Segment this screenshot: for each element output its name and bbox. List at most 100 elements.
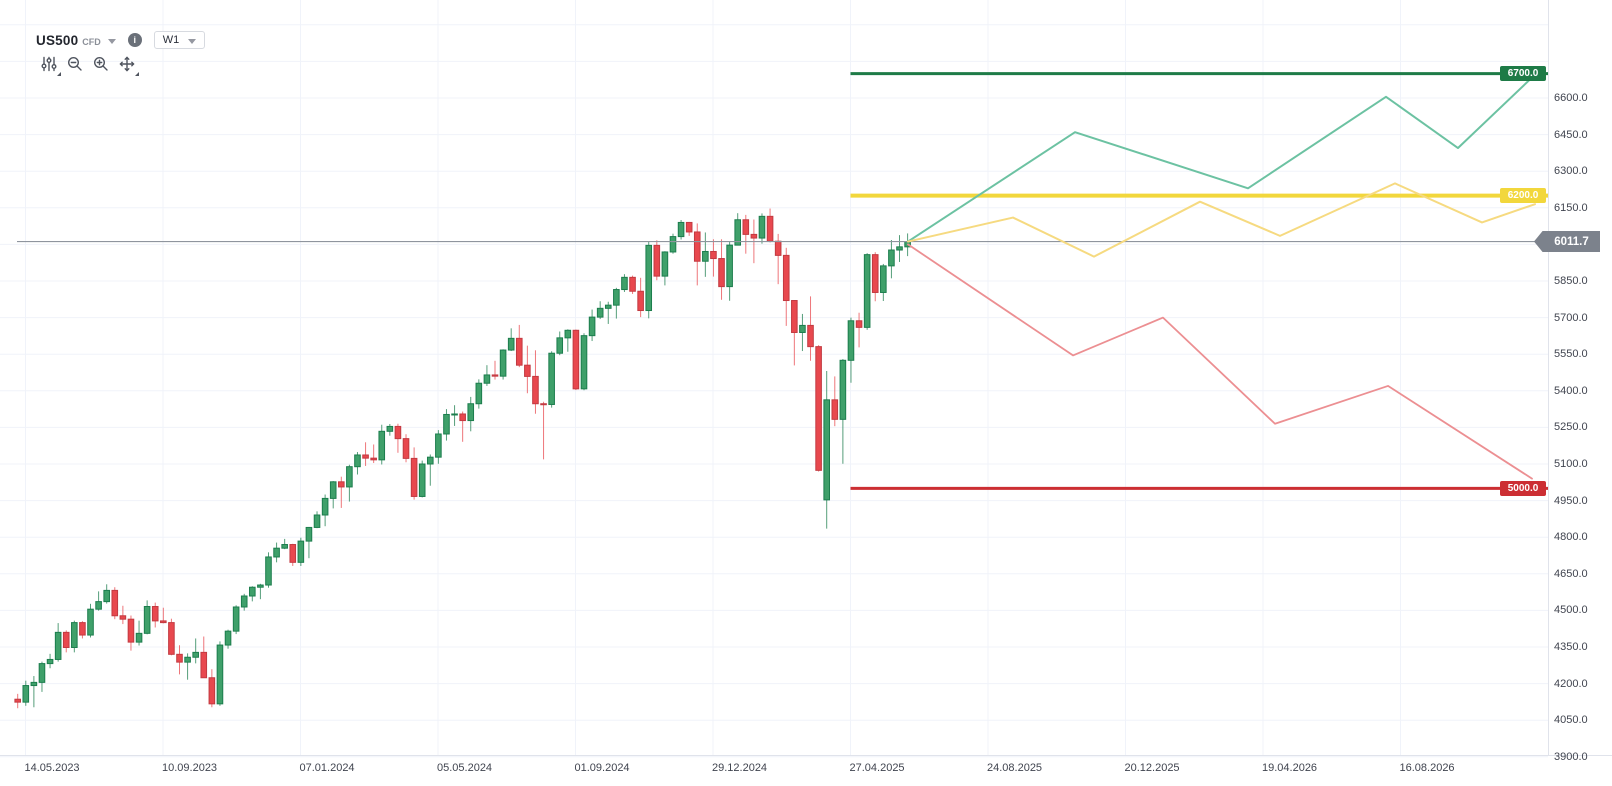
candle-body xyxy=(87,608,94,636)
candle-body xyxy=(176,653,183,663)
candle-body xyxy=(742,219,750,235)
candle-body xyxy=(111,589,119,617)
candle-body xyxy=(30,681,38,687)
candle-body xyxy=(410,457,418,497)
candle-body xyxy=(596,307,604,318)
candle-body xyxy=(257,584,264,588)
symbol-market-type: CFD xyxy=(82,36,101,47)
candle-body xyxy=(435,433,442,458)
candle-body xyxy=(46,658,54,665)
candle-body xyxy=(888,249,895,267)
price-axis[interactable] xyxy=(1548,0,1612,755)
candle-body xyxy=(621,276,628,291)
candle-body xyxy=(71,622,78,648)
candle-body xyxy=(507,337,515,351)
candle-body xyxy=(402,438,410,459)
candle-body xyxy=(79,622,86,636)
zoom-in-button[interactable] xyxy=(90,53,112,75)
symbol-dropdown-caret-icon[interactable] xyxy=(107,38,116,44)
candle-body xyxy=(839,359,847,420)
candle-body xyxy=(564,329,572,339)
candle-body xyxy=(766,215,774,242)
candle-body xyxy=(532,375,539,405)
pan-crosshair-icon xyxy=(119,56,135,72)
candle-body xyxy=(38,663,46,683)
timeframe-caret-icon xyxy=(188,38,197,44)
candle-body xyxy=(362,454,369,459)
candle-body xyxy=(540,403,547,406)
candle-body xyxy=(394,425,402,440)
candle-body xyxy=(548,352,555,405)
candle-body xyxy=(216,644,224,705)
candle-body xyxy=(135,632,143,643)
candle-body xyxy=(572,329,580,390)
candle-body xyxy=(896,246,903,251)
candle-body xyxy=(726,244,733,288)
candle-body xyxy=(718,258,725,288)
pan-button[interactable] xyxy=(116,53,139,76)
candle-body xyxy=(758,215,766,239)
sideways-scenario-line[interactable] xyxy=(907,182,1536,258)
dropdown-corner-icon xyxy=(57,72,61,76)
candle-body xyxy=(588,316,596,337)
candle-body xyxy=(774,240,782,256)
candle-body xyxy=(14,698,21,703)
candle-body xyxy=(168,622,175,655)
candle-body xyxy=(637,290,644,312)
candle-body xyxy=(313,514,321,528)
candle-body xyxy=(880,265,887,293)
dropdown-corner-icon xyxy=(135,72,139,76)
candle-body xyxy=(580,335,588,390)
candle-body xyxy=(54,631,62,660)
chart-settings-button[interactable] xyxy=(38,53,61,76)
candle-body xyxy=(483,374,491,384)
candle-body xyxy=(556,337,564,354)
zoom-out-button[interactable] xyxy=(64,53,86,75)
candle-body xyxy=(321,497,329,516)
candle-body xyxy=(451,413,458,416)
candle-body xyxy=(103,589,110,603)
candle-body xyxy=(143,605,151,634)
candle-body xyxy=(160,620,167,624)
symbol-name[interactable]: US500 xyxy=(36,32,79,48)
candle-body xyxy=(807,324,814,348)
candle-body xyxy=(702,250,709,262)
candle-body xyxy=(669,236,677,253)
timeframe-select[interactable]: W1 xyxy=(153,31,206,49)
candle-body xyxy=(119,615,127,620)
candle-body xyxy=(184,656,191,663)
candle-body xyxy=(281,544,288,549)
candle-body xyxy=(815,346,822,471)
candle-body xyxy=(661,251,669,277)
candle-body xyxy=(62,631,70,648)
candle-body xyxy=(831,399,839,420)
candle-body xyxy=(329,481,337,499)
candle-body xyxy=(443,413,450,435)
candle-body xyxy=(491,374,499,377)
candle-body xyxy=(224,630,232,646)
candle-body xyxy=(791,300,798,333)
candle-body xyxy=(426,456,434,465)
candle-body xyxy=(305,526,313,542)
candle-body xyxy=(354,454,361,468)
bullish-scenario-line[interactable] xyxy=(907,68,1541,243)
symbol-info-icon[interactable]: i xyxy=(127,33,142,47)
candle-body xyxy=(677,221,685,238)
candle-body xyxy=(249,586,256,597)
candle-body xyxy=(871,254,879,293)
candle-body xyxy=(289,544,297,563)
candle-body xyxy=(515,337,523,366)
candle-body xyxy=(22,685,30,703)
candle-body xyxy=(710,250,717,260)
candle-body xyxy=(604,304,612,309)
candle-body xyxy=(685,221,693,233)
zoom-in-icon xyxy=(93,56,108,71)
candle-body xyxy=(346,466,353,488)
candle-body xyxy=(151,605,159,622)
zoom-out-icon xyxy=(67,56,82,71)
time-axis[interactable] xyxy=(0,755,1612,786)
bearish-scenario-line[interactable] xyxy=(907,243,1533,480)
candle-body xyxy=(823,399,831,501)
